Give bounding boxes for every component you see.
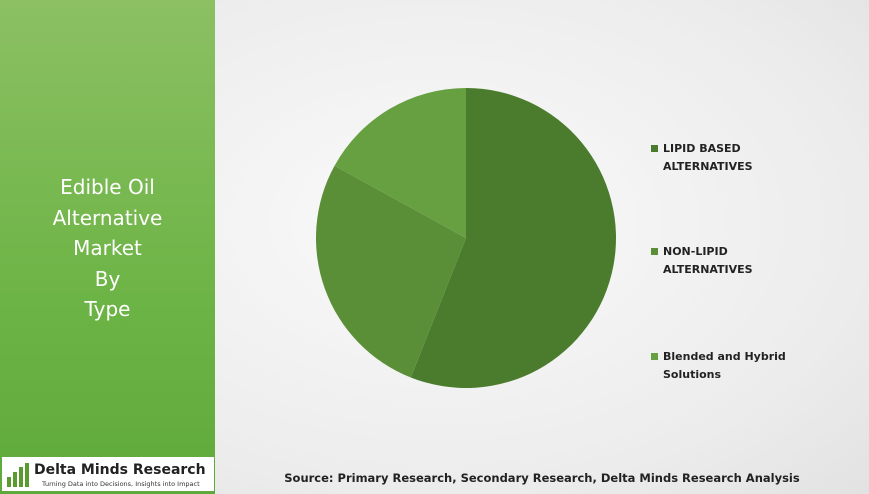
pie-slice [315,165,466,378]
pie-slice [334,88,466,238]
side-panel: Edible Oil Alternative Market By Type [0,0,215,494]
title-line: Edible Oil [60,175,155,199]
legend-label: LIPID BASED ALTERNATIVES [663,142,753,173]
legend-label: NON-LIPID ALTERNATIVES [663,245,753,276]
legend-item: Blended and Hybrid Solutions [651,348,811,384]
pie-slice [410,88,616,388]
legend-swatch [651,248,658,255]
title-line: By [94,266,121,291]
legend-item: LIPID BASED ALTERNATIVES [651,140,811,176]
logo-tagline: Turning Data into Decisions, Insights in… [42,480,200,488]
logo-icon [7,463,29,487]
chart-title: Edible Oil Alternative Market By Type [0,172,215,325]
legend-item: NON-LIPID ALTERNATIVES [651,243,811,279]
title-line: Type [84,297,131,321]
legend-swatch [651,145,658,152]
source: Source: Primary Research, Secondary Rese… [284,471,800,485]
title-line: Alternative [52,205,163,230]
legend-swatch [651,353,658,360]
logo: Delta Minds Research Turning Data into D… [2,457,214,491]
logo-name: Delta Minds Research [34,462,206,478]
legend-label: Blended and Hybrid Solutions [663,350,786,381]
title-line: Market [73,236,142,260]
